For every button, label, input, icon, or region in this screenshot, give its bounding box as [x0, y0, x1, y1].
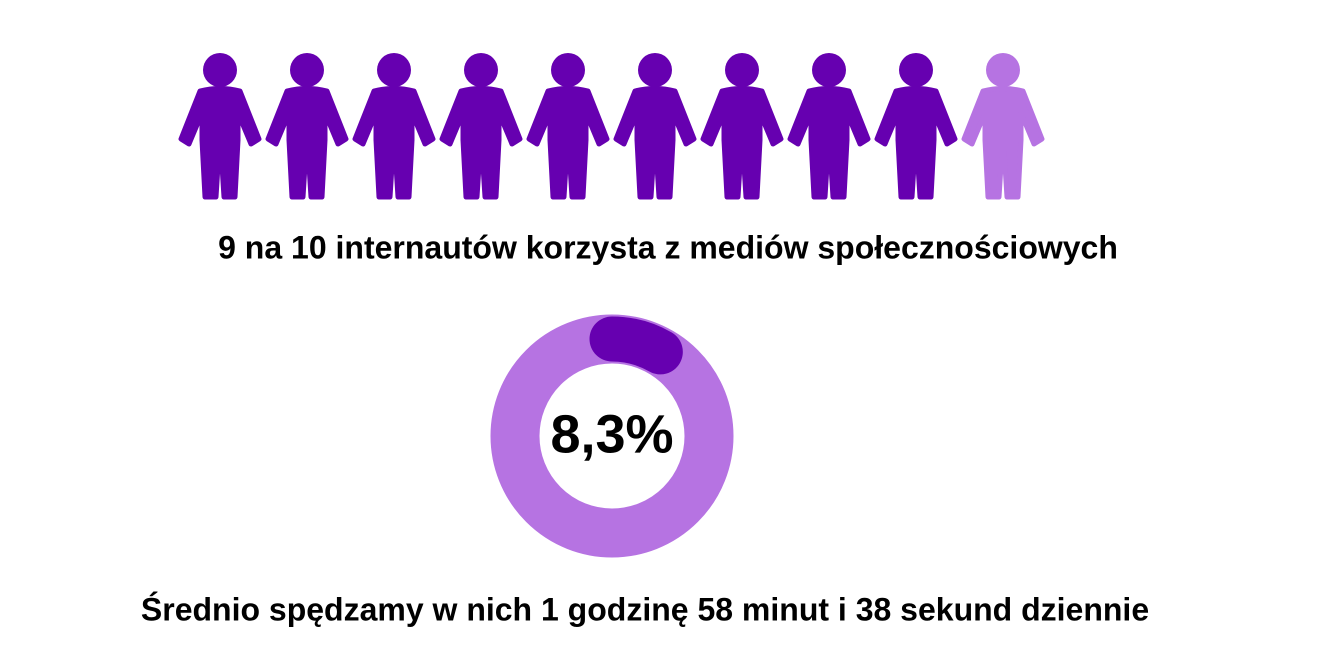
person-body: [787, 86, 871, 200]
donut-caption: Średnio spędzamy w nich 1 godzinę 58 min…: [141, 591, 1149, 627]
person-head: [203, 53, 237, 87]
donut-segment: [589, 316, 683, 375]
person-head: [464, 53, 498, 87]
person-body: [874, 86, 958, 200]
person-body: [439, 86, 523, 200]
donut-value-label: 8,3%: [550, 404, 673, 464]
person-body: [961, 86, 1045, 200]
person-group: [961, 53, 1045, 200]
person-body: [613, 86, 697, 200]
person-head: [986, 53, 1020, 87]
pictogram-caption: 9 na 10 internautów korzysta z mediów sp…: [218, 229, 1118, 265]
person-head: [290, 53, 324, 87]
person-head: [725, 53, 759, 87]
person-head: [377, 53, 411, 87]
person-body: [352, 86, 436, 200]
person-head: [638, 53, 672, 87]
person-head: [899, 53, 933, 87]
person-head: [551, 53, 585, 87]
person-body: [265, 86, 349, 200]
person-body: [700, 86, 784, 200]
person-body: [178, 86, 262, 200]
person-body: [526, 86, 610, 200]
person-head: [812, 53, 846, 87]
person-group: [178, 53, 958, 200]
